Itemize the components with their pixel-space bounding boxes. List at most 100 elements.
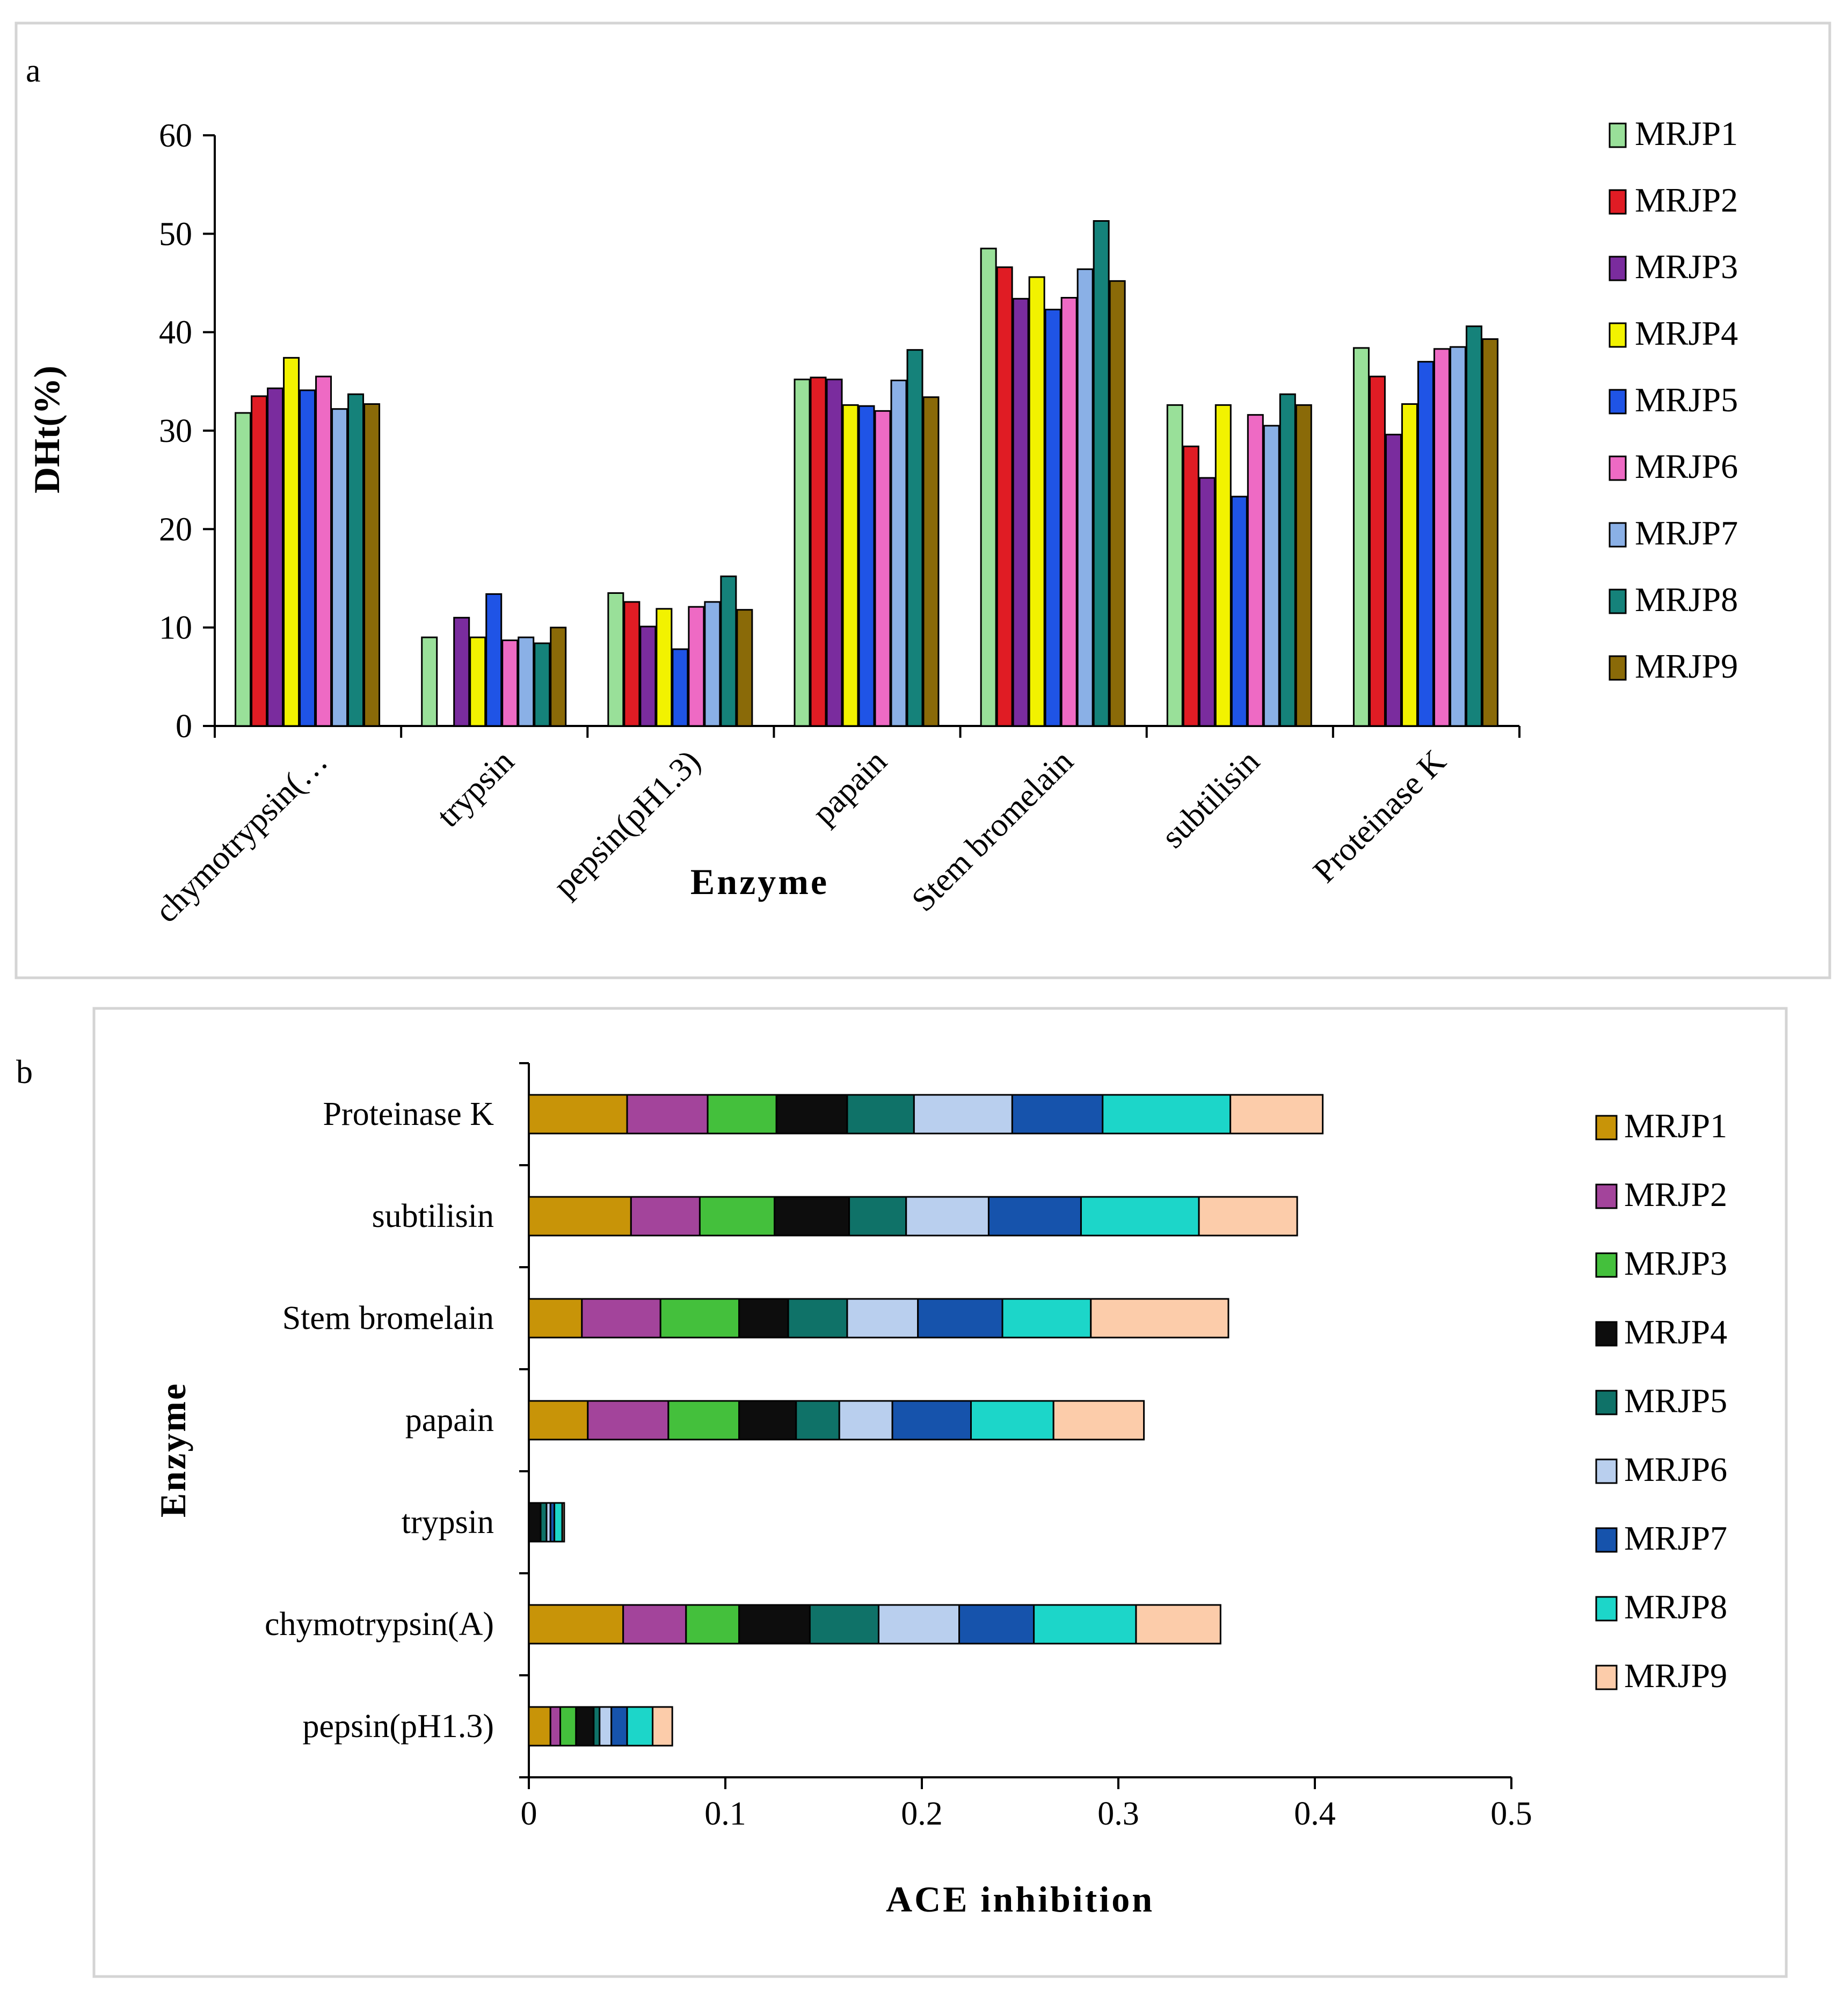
bar-a — [906, 349, 923, 727]
legend-label-b: MRJP2 — [1624, 1175, 1727, 1214]
bar-a — [1012, 297, 1029, 727]
legend-label-a: MRJP2 — [1635, 181, 1738, 219]
bar-segment-b — [795, 1400, 840, 1441]
bar-a — [1214, 404, 1232, 727]
bar-a — [1044, 309, 1061, 727]
bar-segment-b — [775, 1094, 848, 1135]
y-tick-label-b: papain — [405, 1402, 494, 1438]
legend-swatch-a — [1609, 389, 1627, 415]
bar-a — [1449, 346, 1466, 727]
bar-a — [874, 410, 891, 727]
bar-a — [980, 248, 997, 727]
bar-a — [469, 636, 486, 727]
bar-a — [550, 627, 567, 727]
x-tick-label-b: 0.1 — [704, 1796, 746, 1832]
bar-segment-b — [738, 1400, 797, 1441]
legend-swatch-b — [1595, 1115, 1618, 1140]
y-tick-label-a: 0 — [176, 708, 192, 745]
panel-b-frame — [92, 1007, 1788, 1978]
bar-a — [283, 357, 300, 727]
y-tick-label-b: chymotrypsin(A) — [265, 1606, 494, 1643]
bar-a — [1166, 404, 1183, 727]
bar-segment-b — [917, 1298, 1003, 1339]
legend-swatch-a — [1609, 655, 1627, 681]
bar-a — [501, 640, 519, 727]
bar-segment-b — [554, 1502, 563, 1543]
bar-segment-b — [846, 1094, 915, 1135]
bar-segment-b — [787, 1298, 848, 1339]
bar-a — [826, 379, 843, 727]
legend-label-b: MRJP4 — [1624, 1313, 1727, 1351]
bar-a — [794, 379, 811, 727]
legend-label-a: MRJP4 — [1635, 314, 1738, 352]
y-tick-label-a: 20 — [159, 511, 192, 548]
bar-segment-b — [1033, 1604, 1137, 1645]
legend-swatch-b — [1595, 1183, 1618, 1209]
legend-swatch-b — [1595, 1527, 1618, 1553]
bar-segment-b — [610, 1706, 628, 1747]
bar-a — [656, 608, 673, 727]
legend-swatch-b — [1595, 1596, 1618, 1622]
bar-segment-b — [630, 1196, 701, 1237]
bar-segment-b — [809, 1604, 879, 1645]
bar-segment-b — [970, 1400, 1054, 1441]
legend-label-a: MRJP3 — [1635, 248, 1738, 286]
bar-segment-b — [877, 1604, 961, 1645]
legend-label-a: MRJP9 — [1635, 647, 1738, 685]
x-tick-label-b: 0.5 — [1490, 1796, 1532, 1832]
y-tick-label-a: 30 — [159, 413, 192, 449]
y-tick-label-b: Stem bromelain — [282, 1300, 494, 1336]
bar-a — [736, 609, 753, 727]
legend-label-a: MRJP6 — [1635, 447, 1738, 485]
bar-a — [1231, 496, 1248, 727]
bar-a — [720, 575, 737, 727]
legend-swatch-b — [1595, 1390, 1618, 1415]
legend-label-b: MRJP7 — [1624, 1519, 1727, 1557]
legend-label-b: MRJP5 — [1624, 1382, 1727, 1420]
bar-segment-b — [528, 1400, 589, 1441]
legend-swatch-a — [1609, 455, 1627, 481]
bar-a — [672, 648, 689, 727]
bar-a — [858, 405, 875, 727]
bar-segment-b — [891, 1400, 972, 1441]
legend-label-a: MRJP5 — [1635, 381, 1738, 419]
panel-a-label: a — [26, 53, 41, 89]
bar-segment-b — [528, 1706, 551, 1747]
bar-segment-b — [707, 1094, 777, 1135]
legend-swatch-b — [1595, 1252, 1618, 1278]
bar-segment-b — [1090, 1298, 1229, 1339]
bar-a — [1417, 361, 1434, 727]
panel-b-label: b — [16, 1054, 33, 1091]
bar-a — [1465, 325, 1482, 727]
bar-a — [421, 636, 438, 727]
legend-swatch-a — [1609, 189, 1627, 215]
bar-segment-b — [528, 1502, 542, 1543]
bar-a — [1352, 347, 1370, 727]
bar-segment-b — [738, 1604, 811, 1645]
legend-label-b: MRJP9 — [1624, 1656, 1727, 1695]
bar-a — [251, 395, 268, 727]
bar-a — [518, 636, 535, 727]
bar-segment-b — [528, 1196, 632, 1237]
bar-a — [1109, 280, 1126, 727]
bar-segment-b — [626, 1706, 654, 1747]
bar-segment-b — [559, 1706, 577, 1747]
bar-a — [1093, 220, 1110, 727]
legend-swatch-a — [1609, 256, 1627, 281]
bar-a — [235, 412, 252, 727]
bar-segment-b — [1229, 1094, 1324, 1135]
bar-segment-b — [848, 1196, 907, 1237]
legend-swatch-b — [1595, 1665, 1618, 1690]
bar-segment-b — [659, 1298, 740, 1339]
bar-a — [485, 593, 503, 727]
bar-a — [1076, 268, 1094, 727]
bar-segment-b — [575, 1706, 595, 1747]
legend-swatch-a — [1609, 588, 1627, 614]
bar-segment-b — [652, 1706, 673, 1747]
bar-segment-b — [1198, 1196, 1298, 1237]
bar-segment-b — [838, 1400, 893, 1441]
bar-a — [347, 393, 365, 727]
bar-a — [890, 380, 907, 727]
bar-segment-b — [561, 1502, 565, 1543]
